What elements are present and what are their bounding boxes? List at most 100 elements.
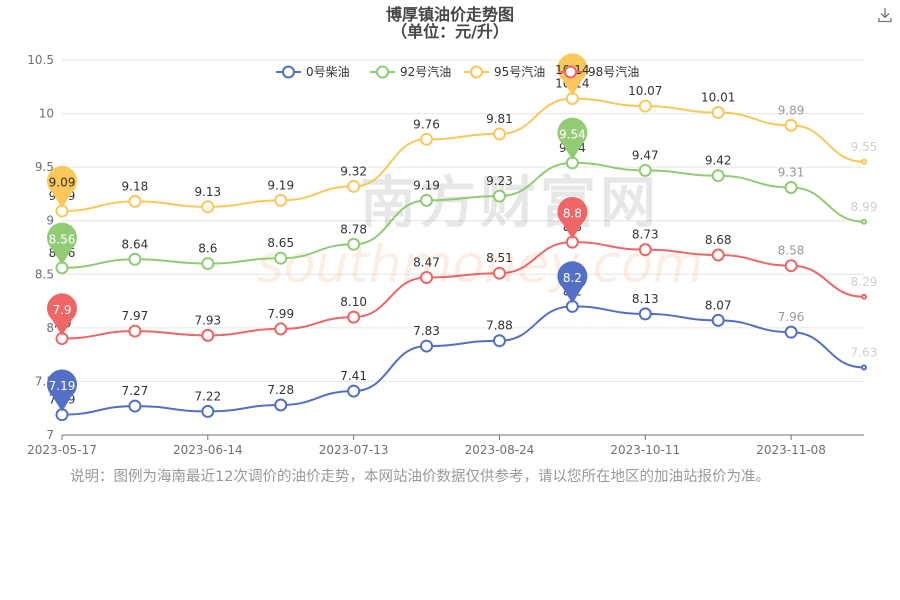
data-label: 9.42 bbox=[705, 154, 732, 168]
data-point bbox=[128, 399, 142, 413]
download-icon[interactable] bbox=[876, 6, 894, 24]
data-point bbox=[347, 384, 361, 398]
data-point bbox=[861, 218, 867, 225]
data-point bbox=[492, 189, 506, 203]
data-point bbox=[274, 251, 288, 265]
data-label: 9.89 bbox=[778, 103, 805, 117]
data-label: 8.07 bbox=[705, 298, 732, 312]
data-point bbox=[201, 257, 215, 271]
marker-pin: 9.54 bbox=[557, 117, 588, 160]
data-point bbox=[638, 99, 652, 113]
x-tick-label: 2023-05-17 bbox=[27, 443, 97, 457]
marker-shape bbox=[47, 369, 77, 412]
data-point bbox=[128, 324, 142, 338]
data-point bbox=[347, 310, 361, 324]
legend[interactable]: 0号柴油 92号汽油 95号汽油 98号汽油 bbox=[276, 64, 639, 79]
data-label: 9.19 bbox=[413, 178, 440, 192]
marker-label: 7.9 bbox=[52, 303, 71, 317]
data-label: 8.29 bbox=[851, 275, 878, 289]
y-tick-label: 10 bbox=[39, 107, 54, 121]
legend-item-3[interactable]: 98号汽油 bbox=[558, 64, 639, 79]
data-point bbox=[784, 181, 798, 194]
data-point bbox=[420, 132, 434, 146]
data-label: 7.41 bbox=[340, 369, 367, 383]
data-point bbox=[274, 322, 288, 336]
data-label: 9.32 bbox=[340, 164, 367, 178]
data-label: 9.55 bbox=[851, 140, 878, 154]
legend-label: 92号汽油 bbox=[400, 64, 451, 79]
data-label: 8.51 bbox=[486, 251, 513, 265]
data-label: 10.07 bbox=[628, 84, 662, 98]
x-tick-label: 2023-07-13 bbox=[319, 443, 389, 457]
data-point bbox=[347, 179, 361, 193]
legend-marker bbox=[282, 65, 295, 79]
data-label: 9.18 bbox=[122, 179, 149, 193]
data-label: 7.83 bbox=[413, 324, 440, 338]
legend-item-0[interactable]: 0号柴油 bbox=[276, 65, 350, 79]
y-tick-label: 9.5 bbox=[35, 160, 54, 174]
data-point bbox=[347, 237, 361, 251]
data-label: 8.99 bbox=[851, 200, 878, 214]
marker-pin: 9.09 bbox=[47, 165, 77, 209]
chart-note: 说明：图例为海南最近12次调价的油价走势，本网站油价数据仅供参考，请以您所在地区… bbox=[70, 469, 770, 485]
series-line bbox=[61, 305, 865, 416]
marker-pin: 8.8 bbox=[557, 196, 588, 240]
markers: 7.198.28.569.549.0910.147.98.8 bbox=[47, 53, 590, 412]
data-label: 9.13 bbox=[194, 185, 221, 199]
data-point bbox=[492, 127, 506, 141]
data-label: 8.10 bbox=[340, 295, 367, 309]
data-label: 7.99 bbox=[267, 307, 294, 321]
data-label: 8.6 bbox=[198, 242, 217, 256]
data-point bbox=[492, 334, 506, 348]
data-label: 7.27 bbox=[122, 384, 149, 398]
data-point bbox=[420, 193, 434, 207]
data-point bbox=[638, 307, 652, 321]
legend-label: 98号汽油 bbox=[588, 64, 639, 79]
data-label: 7.63 bbox=[851, 346, 878, 360]
series-1 bbox=[55, 156, 867, 275]
legend-label: 95号汽油 bbox=[494, 64, 545, 79]
chart-subtitle: （单位：元/升） bbox=[391, 22, 509, 41]
marker-label: 9.54 bbox=[559, 127, 586, 141]
series-3 bbox=[55, 235, 867, 346]
data-point bbox=[711, 169, 725, 183]
legend-item-1[interactable]: 92号汽油 bbox=[370, 64, 451, 79]
data-label: 8.47 bbox=[413, 256, 440, 270]
data-point bbox=[861, 293, 867, 300]
marker-label: 8.56 bbox=[49, 232, 76, 246]
data-label: 9.47 bbox=[632, 148, 659, 162]
marker-shape bbox=[557, 196, 588, 240]
data-label: 7.96 bbox=[778, 310, 805, 324]
data-point bbox=[274, 193, 288, 207]
data-point bbox=[711, 248, 725, 262]
marker-pin: 7.19 bbox=[47, 369, 77, 412]
data-label: 8.78 bbox=[340, 222, 367, 236]
data-label: 7.93 bbox=[194, 313, 221, 327]
data-point bbox=[784, 259, 798, 273]
data-point bbox=[492, 266, 506, 280]
data-label: 9.19 bbox=[267, 178, 294, 192]
legend-marker bbox=[564, 65, 577, 79]
data-point bbox=[861, 364, 867, 371]
legend-label: 0号柴油 bbox=[306, 65, 350, 79]
chart-title: 博厚镇油价走势图 bbox=[385, 5, 514, 24]
data-point bbox=[638, 163, 652, 177]
data-point bbox=[128, 194, 142, 208]
data-label: 9.31 bbox=[778, 166, 805, 180]
marker-shape bbox=[47, 222, 77, 265]
grid-lines bbox=[62, 59, 864, 382]
data-label: 8.65 bbox=[267, 236, 294, 250]
marker-label: 8.8 bbox=[563, 207, 582, 221]
data-point bbox=[201, 328, 215, 342]
data-label: 10.01 bbox=[701, 91, 735, 105]
legend-item-2[interactable]: 95号汽油 bbox=[464, 64, 545, 79]
data-point bbox=[274, 398, 288, 412]
data-label: 8.58 bbox=[778, 244, 805, 258]
data-point bbox=[784, 325, 798, 339]
data-point bbox=[784, 118, 798, 132]
data-label: 8.68 bbox=[705, 233, 732, 247]
y-tick-label: 7 bbox=[46, 428, 54, 442]
marker-pin: 8.2 bbox=[557, 261, 588, 304]
